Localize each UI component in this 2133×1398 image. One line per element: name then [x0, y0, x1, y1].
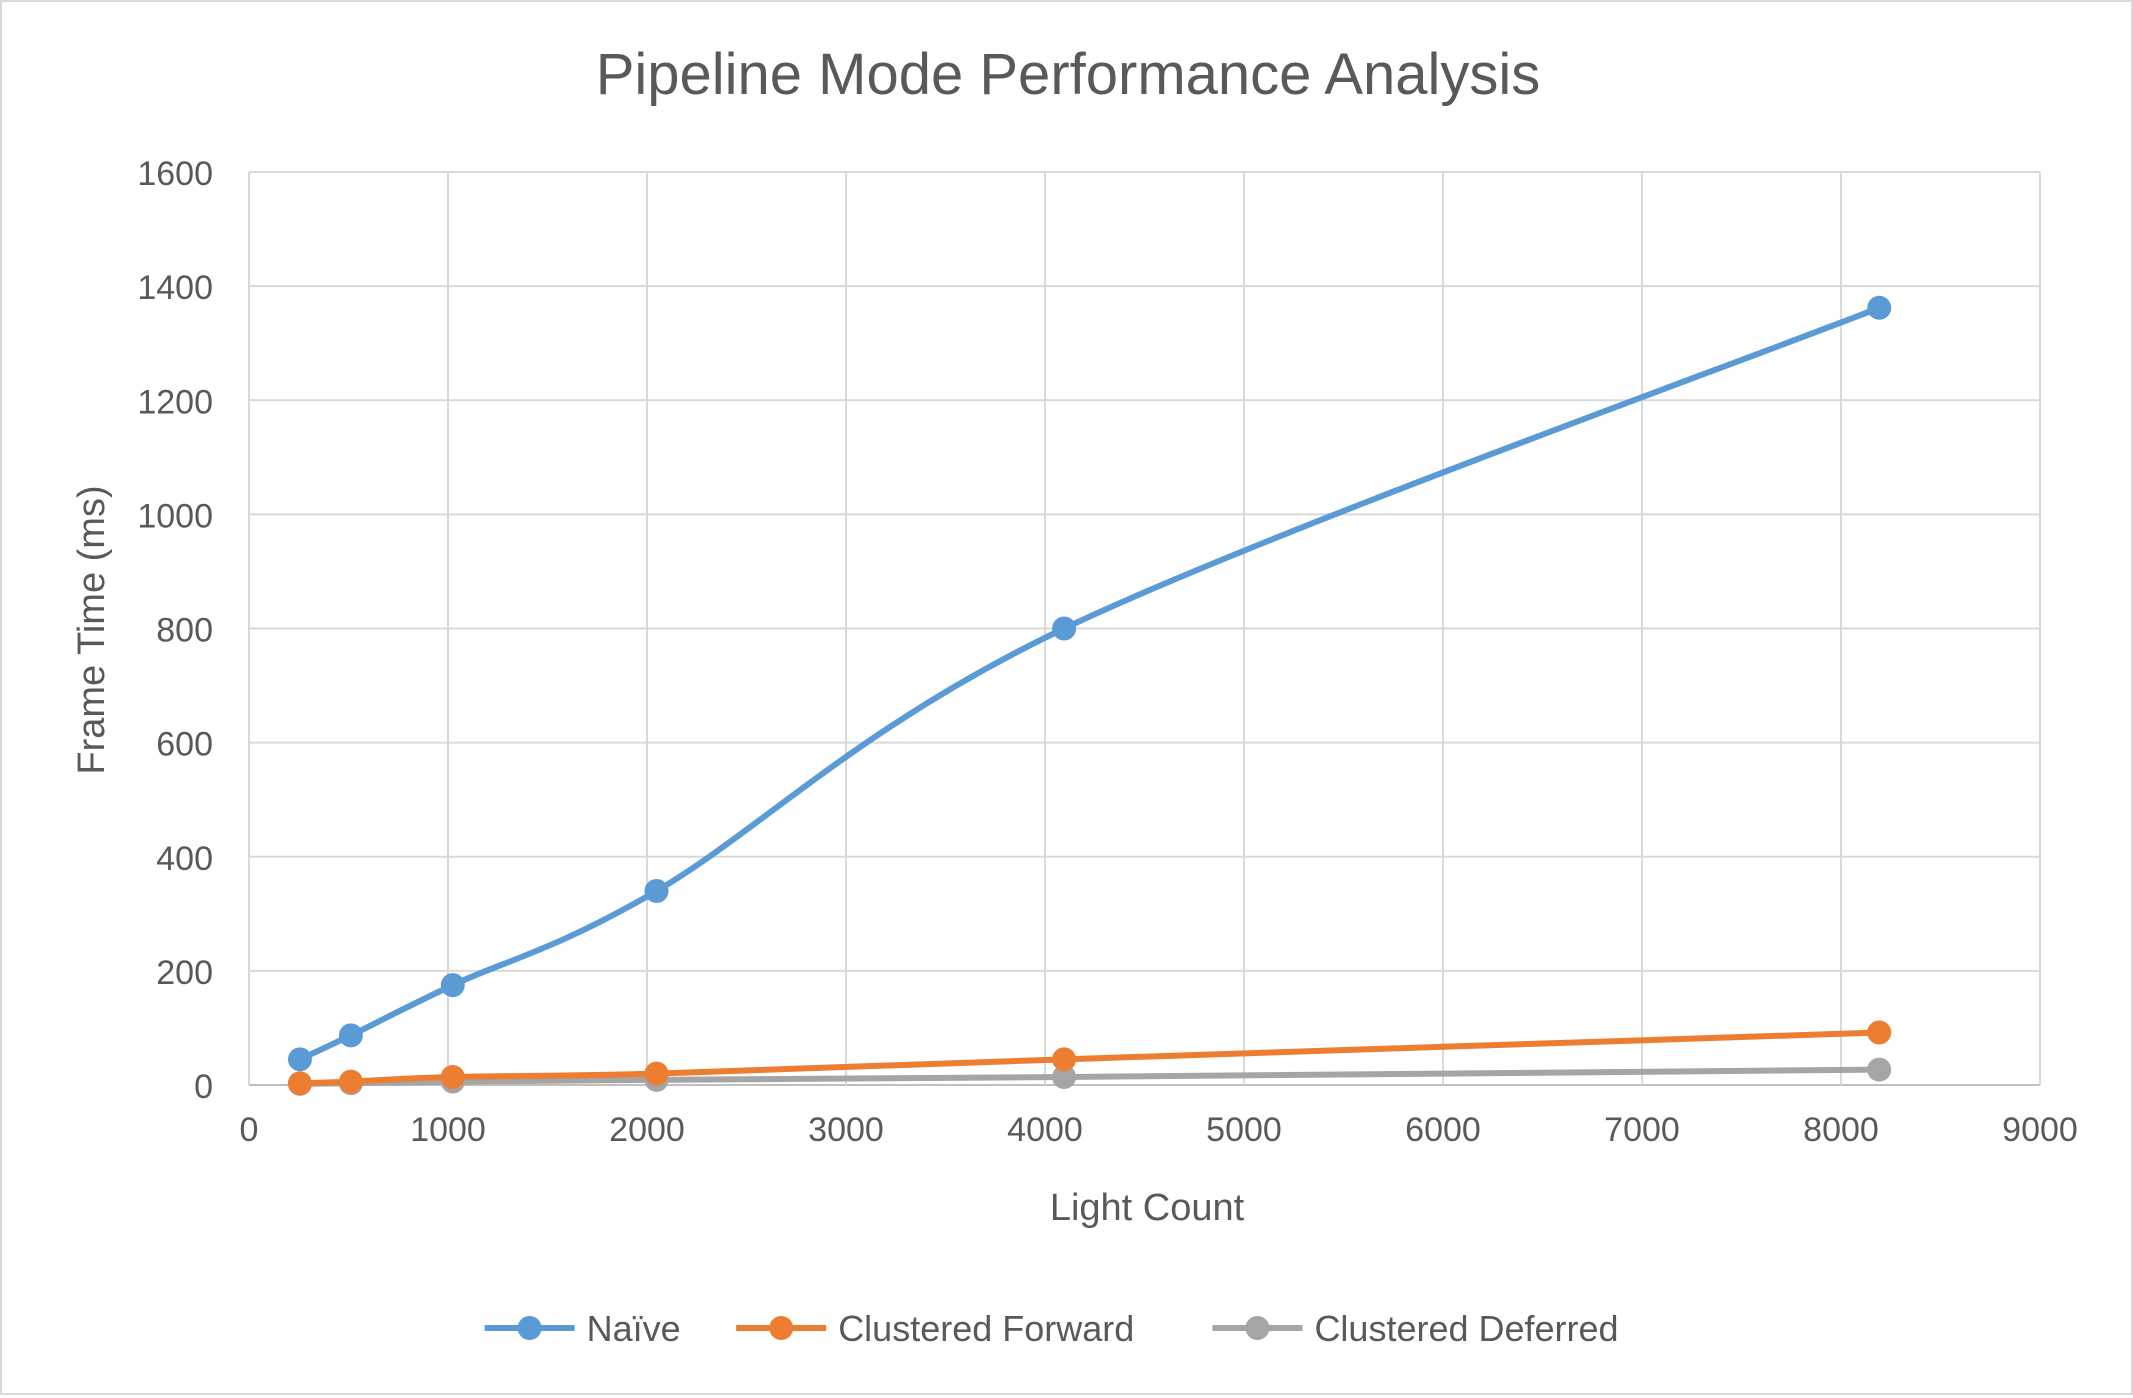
- legend-label: Naïve: [587, 1308, 681, 1349]
- legend-entry: Clustered Deferred: [1212, 1308, 1619, 1349]
- legend-swatch-marker: [1245, 1316, 1270, 1340]
- series-line: [296, 1029, 1883, 1087]
- y-tick-label: 1600: [137, 155, 213, 193]
- y-axis-label: Frame Time (ms): [71, 485, 113, 774]
- legend-label: Clustered Deferred: [1314, 1308, 1618, 1349]
- x-tick-label: 9000: [2002, 1111, 2078, 1149]
- legend-entry: Clustered Forward: [736, 1308, 1134, 1349]
- y-tick-label: 0: [194, 1068, 213, 1106]
- data-point: [338, 1023, 363, 1048]
- y-tick-label: 800: [156, 612, 213, 650]
- x-tick-label: 5000: [1206, 1111, 1282, 1149]
- data-point: [1052, 1065, 1077, 1090]
- y-tick-label: 400: [156, 840, 213, 878]
- x-tick-label: 1000: [410, 1111, 486, 1149]
- data-point: [644, 1061, 669, 1086]
- legend-label: Clustered Forward: [838, 1308, 1134, 1349]
- data-point: [338, 1069, 363, 1094]
- x-tick-label: 2000: [609, 1111, 685, 1149]
- y-tick-label: 1200: [137, 383, 213, 421]
- data-point: [1867, 1057, 1892, 1082]
- legend-entry: Naïve: [484, 1308, 681, 1349]
- data-point: [1052, 616, 1077, 641]
- series-line: [296, 304, 1883, 1063]
- x-axis-label: Light Count: [1050, 1187, 1245, 1229]
- x-tick-label: 6000: [1405, 1111, 1481, 1149]
- y-tick-label: 1000: [137, 497, 213, 535]
- y-tick-label: 600: [156, 726, 213, 764]
- chart-title: Pipeline Mode Performance Analysis: [596, 42, 1541, 107]
- legend: Naïve Clustered Forward Clustered Deferred: [484, 1308, 1619, 1349]
- data-point: [644, 878, 669, 903]
- legend-swatch-marker: [769, 1316, 794, 1340]
- series-layer: [287, 295, 1892, 1096]
- x-tick-label: 0: [240, 1111, 259, 1149]
- data-point: [1052, 1047, 1077, 1072]
- x-tick-label: 7000: [1604, 1111, 1680, 1149]
- gridlines: [248, 171, 2041, 1086]
- x-axis-tick-labels: 0 1000 2000 3000 4000 5000 6000 7000 8000 9000: [240, 1111, 2078, 1149]
- data-point: [440, 1065, 465, 1090]
- data-point: [287, 1047, 312, 1072]
- series-clustered-forward: [287, 1020, 1892, 1096]
- x-tick-label: 8000: [1803, 1111, 1879, 1149]
- y-tick-label: 1400: [137, 269, 213, 307]
- x-tick-label: 4000: [1007, 1111, 1083, 1149]
- y-tick-label: 200: [156, 954, 213, 992]
- data-point: [1867, 1020, 1892, 1045]
- y-axis-tick-labels: 0 200 400 600 800 1000 1200 1400 1600: [137, 155, 213, 1106]
- x-tick-label: 3000: [808, 1111, 884, 1149]
- data-point: [1867, 295, 1892, 320]
- data-point: [287, 1071, 312, 1096]
- legend-swatch-marker: [517, 1316, 542, 1340]
- series-na-ve: [287, 295, 1892, 1072]
- data-point: [440, 973, 465, 998]
